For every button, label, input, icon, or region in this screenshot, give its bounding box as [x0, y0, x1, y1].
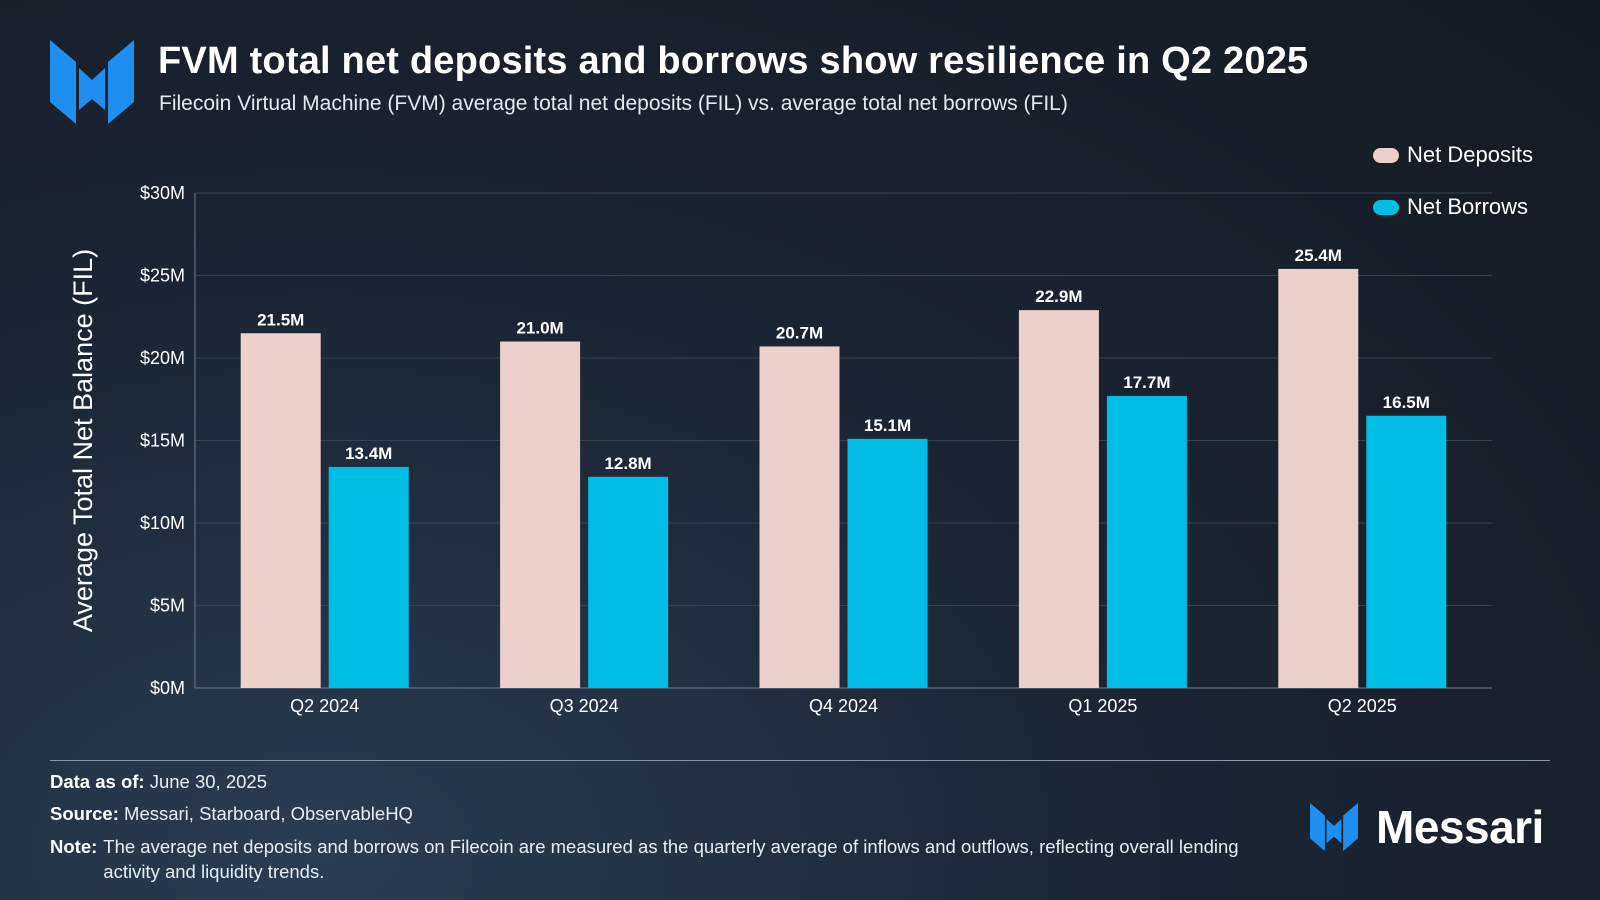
data-label-net-borrows: 13.4M: [345, 444, 392, 463]
note-label: Note:: [50, 836, 98, 857]
data-label-net-deposits: 22.9M: [1035, 287, 1082, 306]
y-tick-label: $20M: [140, 348, 185, 368]
data-label-net-deposits: 20.7M: [776, 323, 823, 342]
bar-net-borrows: [588, 476, 669, 688]
bar-net-borrows: [1106, 395, 1187, 688]
legend-swatch-net-deposits: [1373, 147, 1399, 163]
x-tick-label: Q4 2024: [809, 696, 878, 716]
legend-label-net-deposits: Net Deposits: [1407, 142, 1533, 167]
footer-divider: [50, 760, 1550, 761]
data-label-net-deposits: 21.5M: [257, 310, 304, 329]
legend-item-net-deposits: Net Deposits: [1373, 140, 1533, 170]
x-tick-label: Q2 2024: [290, 696, 359, 716]
data-as-of-value: June 30, 2025: [149, 771, 267, 792]
data-label-net-deposits: 21.0M: [516, 319, 563, 338]
data-label-net-borrows: 16.5M: [1383, 393, 1430, 412]
y-tick-label: $25M: [140, 266, 185, 286]
bar-net-deposits: [240, 333, 321, 688]
bar-net-deposits: [1278, 268, 1359, 688]
note-line: Note: The average net deposits and borro…: [50, 834, 1270, 884]
data-label-net-deposits: 25.4M: [1295, 246, 1342, 265]
y-tick-label: $30M: [140, 183, 185, 203]
page-title: FVM total net deposits and borrows show …: [158, 40, 1309, 82]
bar-net-borrows: [328, 466, 409, 688]
page-subtitle: Filecoin Virtual Machine (FVM) average t…: [159, 92, 1068, 115]
y-tick-label: $10M: [140, 513, 185, 533]
messari-brand-icon: [1310, 803, 1358, 851]
data-label-net-borrows: 17.7M: [1123, 373, 1170, 392]
footer-notes: Data as of: June 30, 2025 Source: Messar…: [50, 770, 1270, 884]
source-value: Messari, Starboard, ObservableHQ: [124, 803, 413, 824]
y-tick-label: $5M: [150, 596, 185, 616]
messari-logo-icon: [50, 40, 134, 124]
bar-net-borrows: [1366, 415, 1447, 688]
bar-net-borrows: [847, 438, 928, 688]
data-label-net-borrows: 12.8M: [604, 454, 651, 473]
note-value: The average net deposits and borrows on …: [103, 836, 1239, 882]
data-as-of-label: Data as of:: [50, 771, 145, 792]
x-tick-label: Q2 2025: [1328, 696, 1397, 716]
data-as-of-line: Data as of: June 30, 2025: [50, 770, 1270, 802]
y-axis-title: Average Total Net Balance (FIL): [68, 249, 98, 632]
x-tick-label: Q3 2024: [550, 696, 619, 716]
x-tick-label: Q1 2025: [1068, 696, 1137, 716]
chart-legend: Net Deposits Net Borrows: [1373, 140, 1533, 244]
source-line: Source: Messari, Starboard, ObservableHQ: [50, 802, 1270, 834]
bar-net-deposits: [1018, 310, 1099, 688]
brand-name: Messari: [1376, 801, 1544, 853]
y-tick-label: $0M: [150, 678, 185, 698]
source-label: Source:: [50, 803, 119, 824]
legend-swatch-net-borrows: [1373, 199, 1399, 215]
bar-net-deposits: [759, 346, 840, 688]
y-tick-label: $15M: [140, 431, 185, 451]
legend-label-net-borrows: Net Borrows: [1407, 194, 1529, 219]
brand-lockup: Messari: [1310, 800, 1544, 854]
bar-net-deposits: [500, 341, 581, 688]
data-label-net-borrows: 15.1M: [864, 416, 911, 435]
legend-item-net-borrows: Net Borrows: [1373, 192, 1533, 222]
